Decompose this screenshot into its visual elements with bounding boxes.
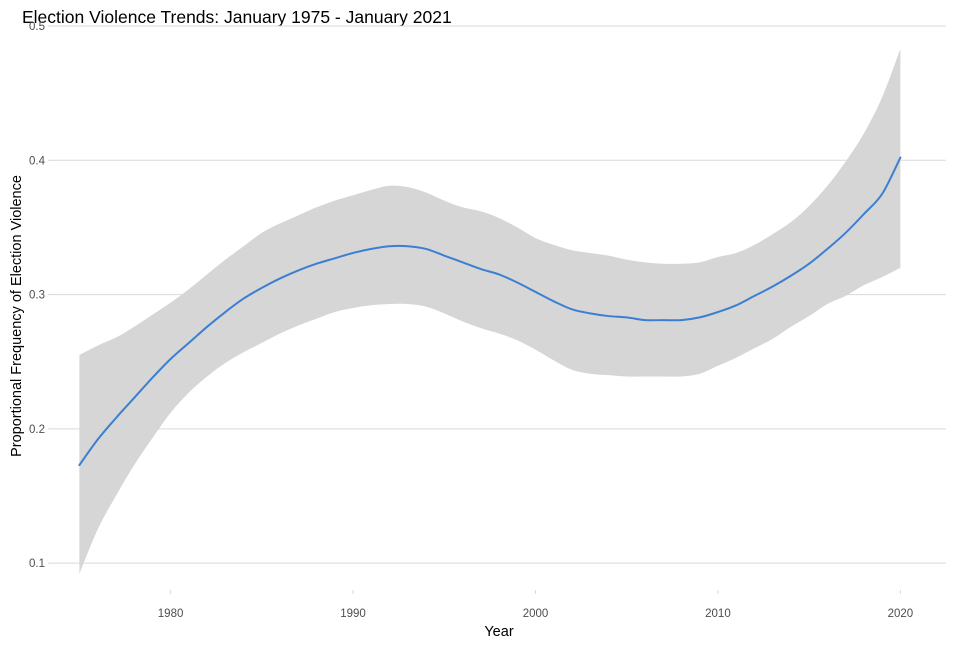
confidence-ribbon [79,48,901,574]
y-tick-label: 0.4 [29,155,46,167]
trend-line [78,156,902,467]
y-tick-label: 0.3 [29,290,45,302]
x-tick-label: 2010 [705,608,731,620]
x-tick-label: 1990 [340,608,366,620]
x-axis: 1980 1990 2000 2010 2020 [158,590,913,620]
x-tick-label: 2020 [888,608,914,620]
x-tick-label: 1980 [158,608,184,620]
x-axis-title: Year [484,624,513,640]
y-tick-label: 0.5 [29,21,45,33]
x-tick-label: 2000 [523,608,549,620]
y-axis: 0.1 0.2 0.3 0.4 0.5 [29,21,52,570]
line-layer [78,156,902,467]
chart-title: Election Violence Trends: January 1975 -… [22,7,452,27]
y-tick-label: 0.1 [29,558,45,570]
ribbon-layer [79,48,901,574]
y-tick-label: 0.2 [29,424,45,436]
y-axis-title: Proportional Frequency of Election Viole… [9,175,25,457]
